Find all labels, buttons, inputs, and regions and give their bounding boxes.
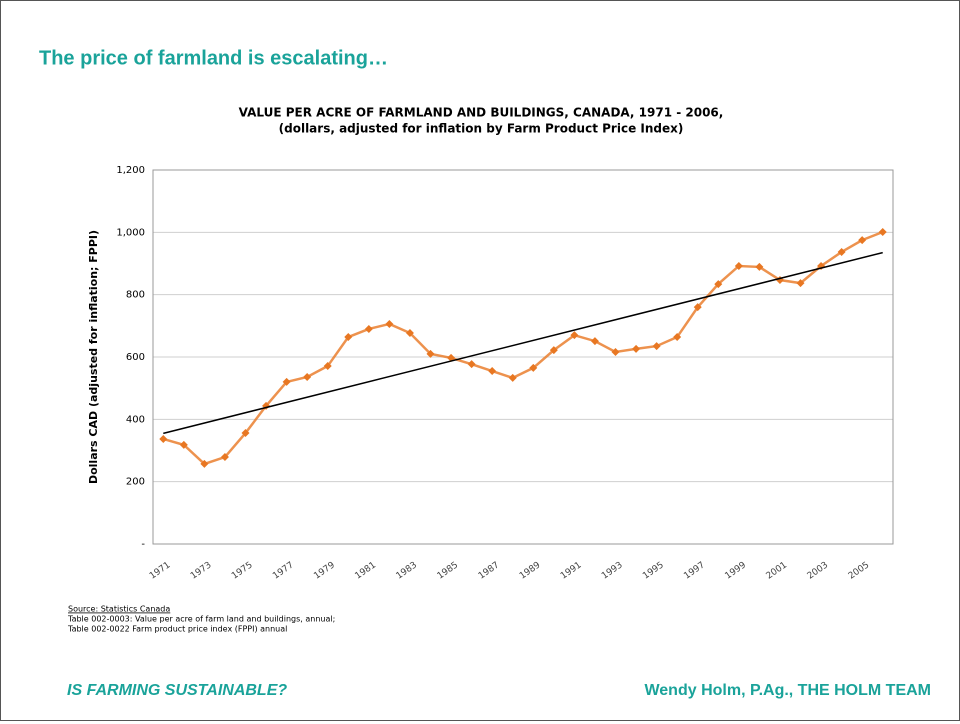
point-marker (344, 333, 353, 342)
point-marker (303, 372, 312, 381)
y-tick-label: 1,000 (116, 227, 145, 238)
point-marker (426, 349, 435, 358)
x-tick-label: 1983 (395, 560, 419, 581)
x-tick-label: 1999 (723, 560, 748, 581)
x-tick-label: 1997 (682, 560, 706, 581)
footer-right: Wendy Holm, P.Ag., THE HOLM TEAM (644, 682, 931, 699)
y-tick-label: - (141, 539, 145, 550)
x-tick-label: 1981 (353, 560, 377, 581)
source: Table 002-0003: Value per acre of farm l… (67, 615, 335, 624)
chart-title: VALUE PER ACRE OF FARMLAND AND BUILDINGS… (239, 106, 724, 120)
point-marker (549, 346, 558, 355)
point-marker (282, 377, 291, 386)
x-tick-label: 1973 (189, 560, 213, 581)
point-marker (652, 342, 661, 351)
point-marker (673, 333, 682, 342)
plot-border (152, 169, 894, 545)
point-marker (488, 367, 497, 376)
x-tick-label: 1975 (230, 560, 254, 581)
point-marker (467, 360, 476, 369)
chart-title: (dollars, adjusted for inflation by Farm… (279, 122, 684, 136)
point-marker (159, 434, 168, 443)
point-marker (220, 453, 229, 462)
x-tick-label: 1977 (271, 560, 295, 581)
y-tick-label: 1,200 (116, 165, 145, 176)
y-tick-label: 400 (126, 414, 145, 425)
x-tick-label: 2005 (847, 560, 871, 581)
point-marker (611, 348, 620, 357)
x-tick-label: 1991 (559, 560, 583, 581)
y-tick-label: 600 (126, 352, 145, 363)
point-marker (200, 459, 209, 468)
point-marker (529, 363, 538, 372)
y-axis-label: Dollars CAD (adjusted for inflation; FPP… (87, 230, 100, 484)
point-marker (590, 337, 599, 346)
x-tick-label: 1979 (312, 560, 337, 581)
point-marker (364, 324, 373, 333)
point-marker (241, 429, 250, 438)
point-marker (323, 362, 332, 371)
point-marker (570, 331, 579, 340)
point-marker (385, 319, 394, 328)
y-tick-label: 800 (126, 290, 145, 301)
point-marker (632, 344, 641, 353)
point-marker (837, 247, 846, 256)
x-tick-label: 2003 (806, 560, 830, 581)
x-tick-label: 1971 (148, 560, 172, 581)
point-marker (734, 261, 743, 270)
trendline (163, 251, 883, 435)
point-marker (405, 329, 414, 338)
point-marker (693, 303, 702, 312)
point-marker (796, 279, 805, 288)
footer-left: IS FARMING SUSTAINABLE? (67, 682, 287, 699)
slide-title: The price of farmland is escalating… (39, 47, 388, 69)
x-tick-label: 2001 (765, 560, 789, 581)
point-marker (858, 236, 867, 245)
source: Table 002-0022 Farm product price index … (67, 625, 287, 634)
y-tick-label: 200 (126, 477, 145, 488)
series-line (162, 230, 884, 466)
x-tick-label: 1995 (641, 560, 665, 581)
point-marker (714, 280, 723, 289)
x-tick-label: 1993 (600, 560, 624, 581)
source: Source: Statistics Canada (68, 605, 170, 614)
x-tick-label: 1985 (436, 560, 460, 581)
x-tick-label: 1987 (477, 560, 501, 581)
point-marker (878, 228, 887, 237)
x-tick-label: 1989 (518, 560, 543, 581)
point-marker (755, 262, 764, 271)
point-marker (508, 373, 517, 382)
point-marker (179, 440, 188, 449)
